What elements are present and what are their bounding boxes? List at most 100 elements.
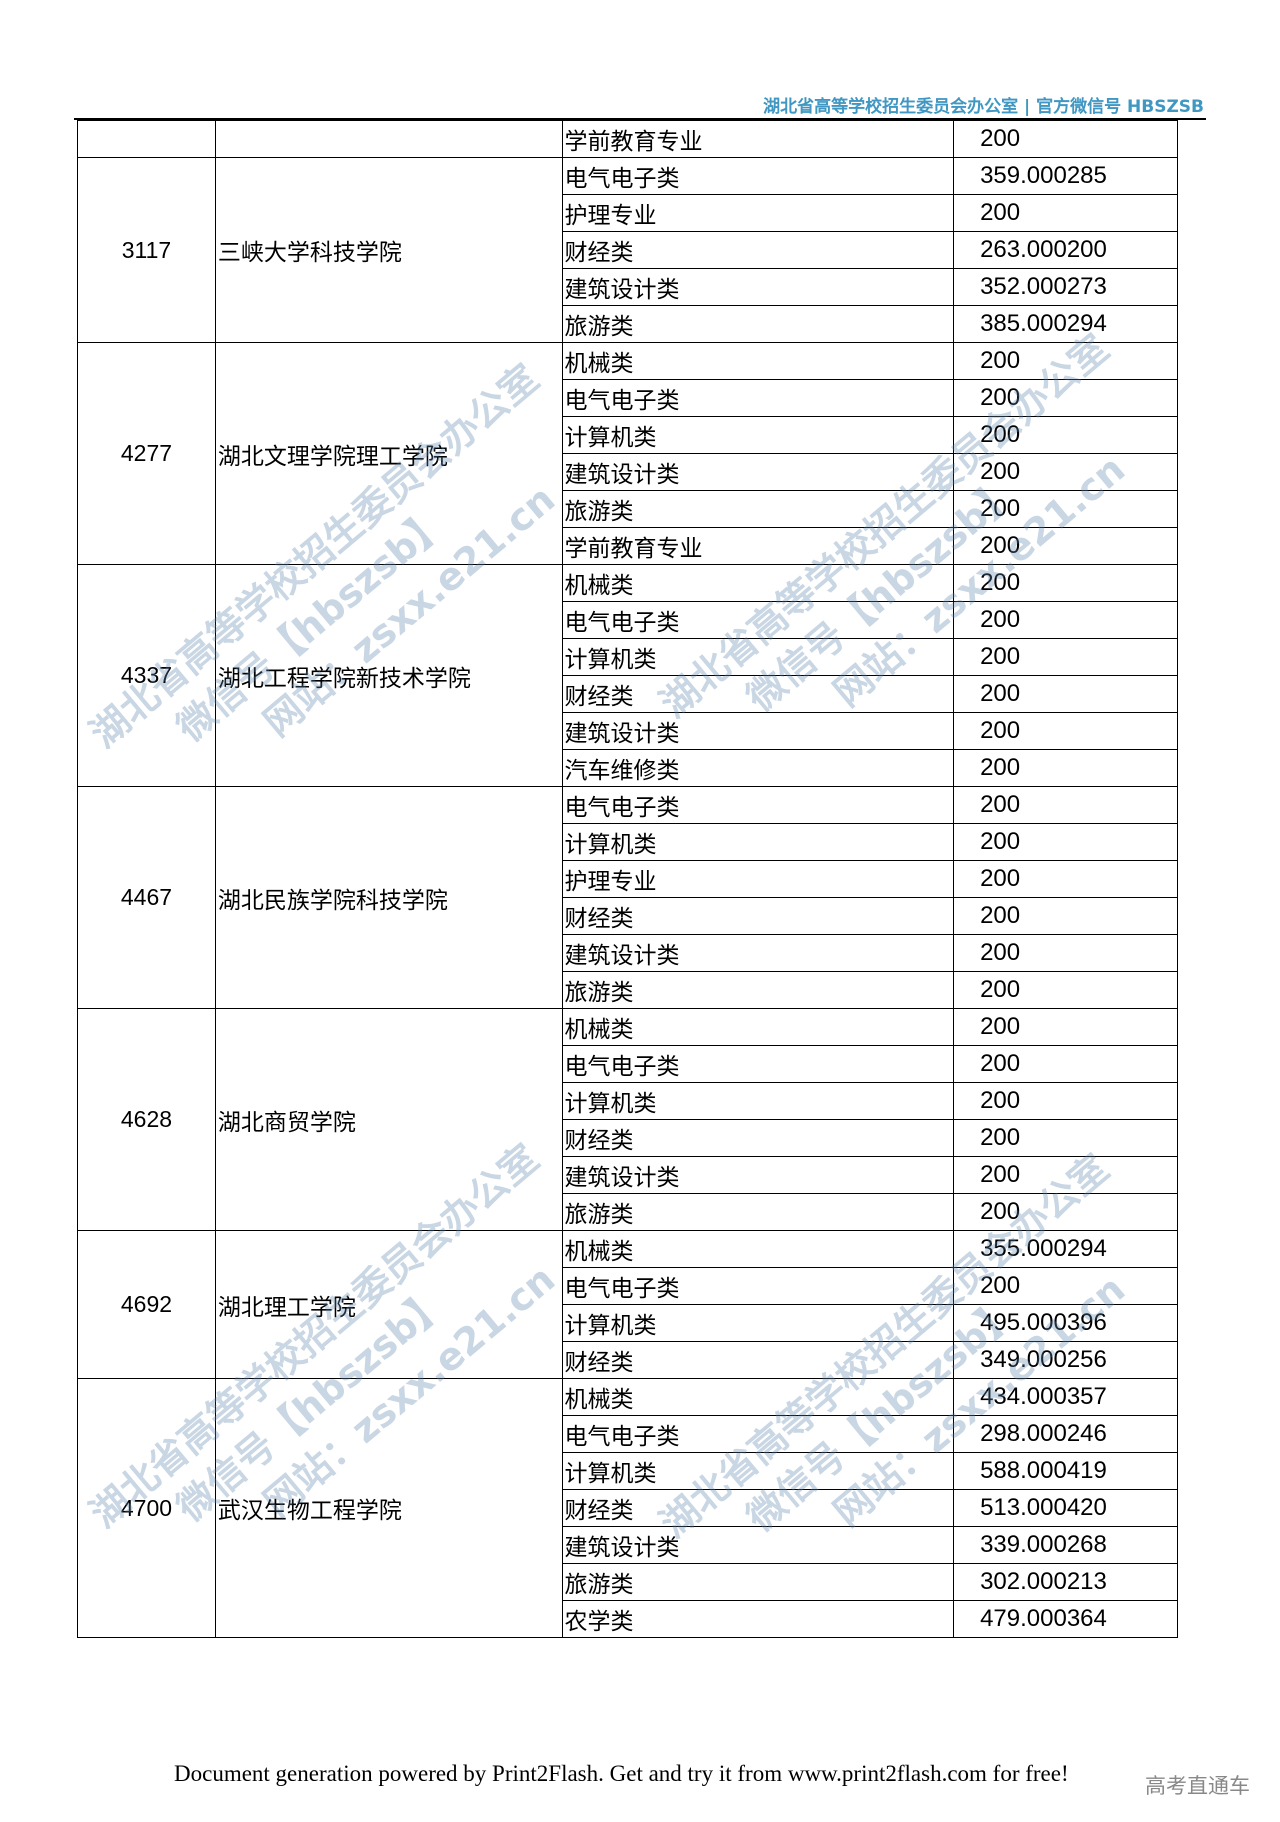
min-score: 200 — [953, 749, 1178, 787]
table-row: 电气电子类 200 — [78, 1267, 1178, 1305]
min-score: 200 — [953, 823, 1178, 861]
table-row: 计算机类 588.000419 — [78, 1452, 1178, 1490]
min-score: 263.000200 — [953, 231, 1178, 269]
min-score: 200 — [953, 638, 1178, 676]
major-category: 财经类 — [561, 1489, 955, 1527]
school-code: 4692 — [77, 1230, 216, 1379]
major-category: 护理专业 — [561, 860, 955, 898]
major-category: 机械类 — [561, 564, 955, 602]
table-row: 旅游类 200 — [78, 490, 1178, 528]
major-category: 建筑设计类 — [561, 268, 955, 306]
school-code: 4337 — [77, 564, 216, 787]
major-category: 机械类 — [561, 1378, 955, 1416]
min-score: 200 — [953, 601, 1178, 639]
school-code: 3117 — [77, 157, 216, 343]
table-row: 3117 三峡大学科技学院 电气电子类 359.000285 — [77, 157, 1178, 343]
school-name: 湖北文理学院理工学院 — [214, 342, 563, 565]
major-category: 机械类 — [561, 342, 955, 380]
school-name: 湖北民族学院科技学院 — [214, 786, 563, 1009]
major-category: 财经类 — [561, 1341, 955, 1379]
table-row: 建筑设计类 200 — [78, 712, 1178, 750]
table-row: 4628 湖北商贸学院 机械类 200 — [77, 1008, 1178, 1231]
major-category: 电气电子类 — [561, 379, 955, 417]
min-score: 349.000256 — [953, 1341, 1178, 1379]
school-name: 湖北理工学院 — [214, 1230, 563, 1379]
page-header: 湖北省高等学校招生委员会办公室 | 官方微信号 HBSZSB — [763, 97, 1204, 117]
table-row: 建筑设计类 200 — [78, 934, 1178, 972]
school-code: 4277 — [77, 342, 216, 565]
min-score: 200 — [953, 971, 1178, 1009]
major-category: 旅游类 — [561, 1563, 955, 1601]
min-score: 495.000396 — [953, 1304, 1178, 1342]
min-score: 298.000246 — [953, 1415, 1178, 1453]
min-score: 479.000364 — [953, 1600, 1178, 1638]
table-row: 农学类 479.000364 — [78, 1600, 1178, 1638]
min-score: 200 — [953, 860, 1178, 898]
min-score: 200 — [953, 416, 1178, 454]
major-category: 汽车维修类 — [561, 749, 955, 787]
min-score: 200 — [953, 564, 1178, 602]
min-score: 302.000213 — [953, 1563, 1178, 1601]
min-score: 352.000273 — [953, 268, 1178, 306]
min-score: 200 — [953, 1082, 1178, 1120]
header-rule — [74, 118, 1206, 120]
school-code — [77, 120, 216, 158]
major-category: 计算机类 — [561, 1452, 955, 1490]
major-category: 建筑设计类 — [561, 934, 955, 972]
table-row: 4692 湖北理工学院 机械类 355.000294 — [77, 1230, 1178, 1379]
major-category: 计算机类 — [561, 638, 955, 676]
table-row: 财经类 263.000200 — [78, 231, 1178, 269]
school-name: 湖北商贸学院 — [214, 1008, 563, 1231]
table-row: 学前教育专业 200 — [78, 527, 1178, 565]
min-score: 200 — [953, 897, 1178, 935]
major-category: 电气电子类 — [561, 1267, 955, 1305]
min-score: 200 — [953, 1156, 1178, 1194]
major-category: 旅游类 — [561, 971, 955, 1009]
min-score: 200 — [953, 1045, 1178, 1083]
min-score: 339.000268 — [953, 1526, 1178, 1564]
min-score: 513.000420 — [953, 1489, 1178, 1527]
min-score: 200 — [953, 379, 1178, 417]
school-name — [214, 120, 563, 158]
major-category: 计算机类 — [561, 1082, 955, 1120]
table-row: 计算机类 495.000396 — [78, 1304, 1178, 1342]
table-row: 计算机类 200 — [78, 823, 1178, 861]
major-category: 学前教育专业 — [561, 120, 955, 158]
min-score: 200 — [953, 675, 1178, 713]
table-row: 护理专业 200 — [78, 194, 1178, 232]
major-category: 旅游类 — [561, 490, 955, 528]
min-score: 200 — [953, 1119, 1178, 1157]
brand-logo: 高考直通车 — [1145, 1774, 1250, 1798]
admission-score-table: 学前教育专业 200 3117 三峡大学科技学院 电气电子类 359.000285 护理专业… — [77, 120, 1178, 1638]
footer-note: Document generation powered by Print2Fla… — [174, 1761, 1069, 1786]
table-row: 电气电子类 200 — [78, 601, 1178, 639]
major-category: 财经类 — [561, 675, 955, 713]
major-category: 机械类 — [561, 1230, 955, 1268]
table-row: 财经类 200 — [78, 1119, 1178, 1157]
table-row: 4467 湖北民族学院科技学院 电气电子类 200 — [77, 786, 1178, 1009]
major-category: 学前教育专业 — [561, 527, 955, 565]
school-name: 湖北工程学院新技术学院 — [214, 564, 563, 787]
school-code: 4700 — [77, 1378, 216, 1638]
major-category: 计算机类 — [561, 823, 955, 861]
school-name: 三峡大学科技学院 — [214, 157, 563, 343]
min-score: 200 — [953, 453, 1178, 491]
min-score: 200 — [953, 712, 1178, 750]
table-row: 建筑设计类 339.000268 — [78, 1526, 1178, 1564]
table-row: 财经类 349.000256 — [78, 1341, 1178, 1379]
table-row: 建筑设计类 200 — [78, 453, 1178, 491]
min-score: 588.000419 — [953, 1452, 1178, 1490]
table-row: 4277 湖北文理学院理工学院 机械类 200 — [77, 342, 1178, 565]
table-row: 建筑设计类 200 — [78, 1156, 1178, 1194]
min-score: 200 — [953, 786, 1178, 824]
major-category: 电气电子类 — [561, 1045, 955, 1083]
major-category: 财经类 — [561, 231, 955, 269]
school-code: 4467 — [77, 786, 216, 1009]
table-row: 学前教育专业 200 — [77, 120, 1178, 158]
min-score: 200 — [953, 342, 1178, 380]
major-category: 计算机类 — [561, 1304, 955, 1342]
major-category: 建筑设计类 — [561, 453, 955, 491]
table-row: 旅游类 385.000294 — [78, 305, 1178, 343]
table-row: 财经类 200 — [78, 675, 1178, 713]
major-category: 旅游类 — [561, 1193, 955, 1231]
